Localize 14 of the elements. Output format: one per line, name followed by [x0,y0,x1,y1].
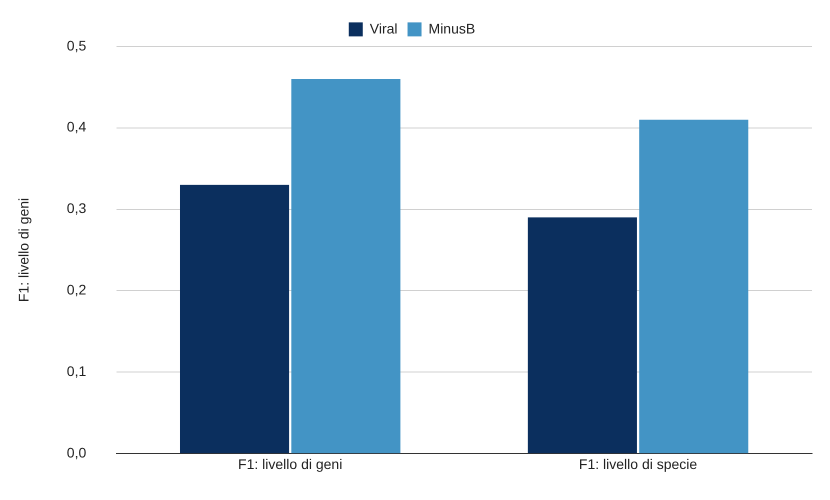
y-tick-label: 0,2 [66,282,86,298]
legend-label: Viral [370,20,398,36]
y-axis-title: F1: livello di geni [15,198,32,302]
x-tick-label: F1: livello di specie [578,456,698,472]
bar [180,184,290,454]
bar [528,217,637,454]
bar [639,120,748,454]
legend-label: MinusB [428,20,476,36]
y-tick-label: 0,3 [66,200,86,216]
y-tick-label: 0,4 [66,118,86,135]
bar [291,78,400,454]
y-tick-label: 0,5 [66,37,86,54]
y-tick-label: 0,0 [66,444,86,460]
y-tick-label: 0,1 [66,363,86,380]
